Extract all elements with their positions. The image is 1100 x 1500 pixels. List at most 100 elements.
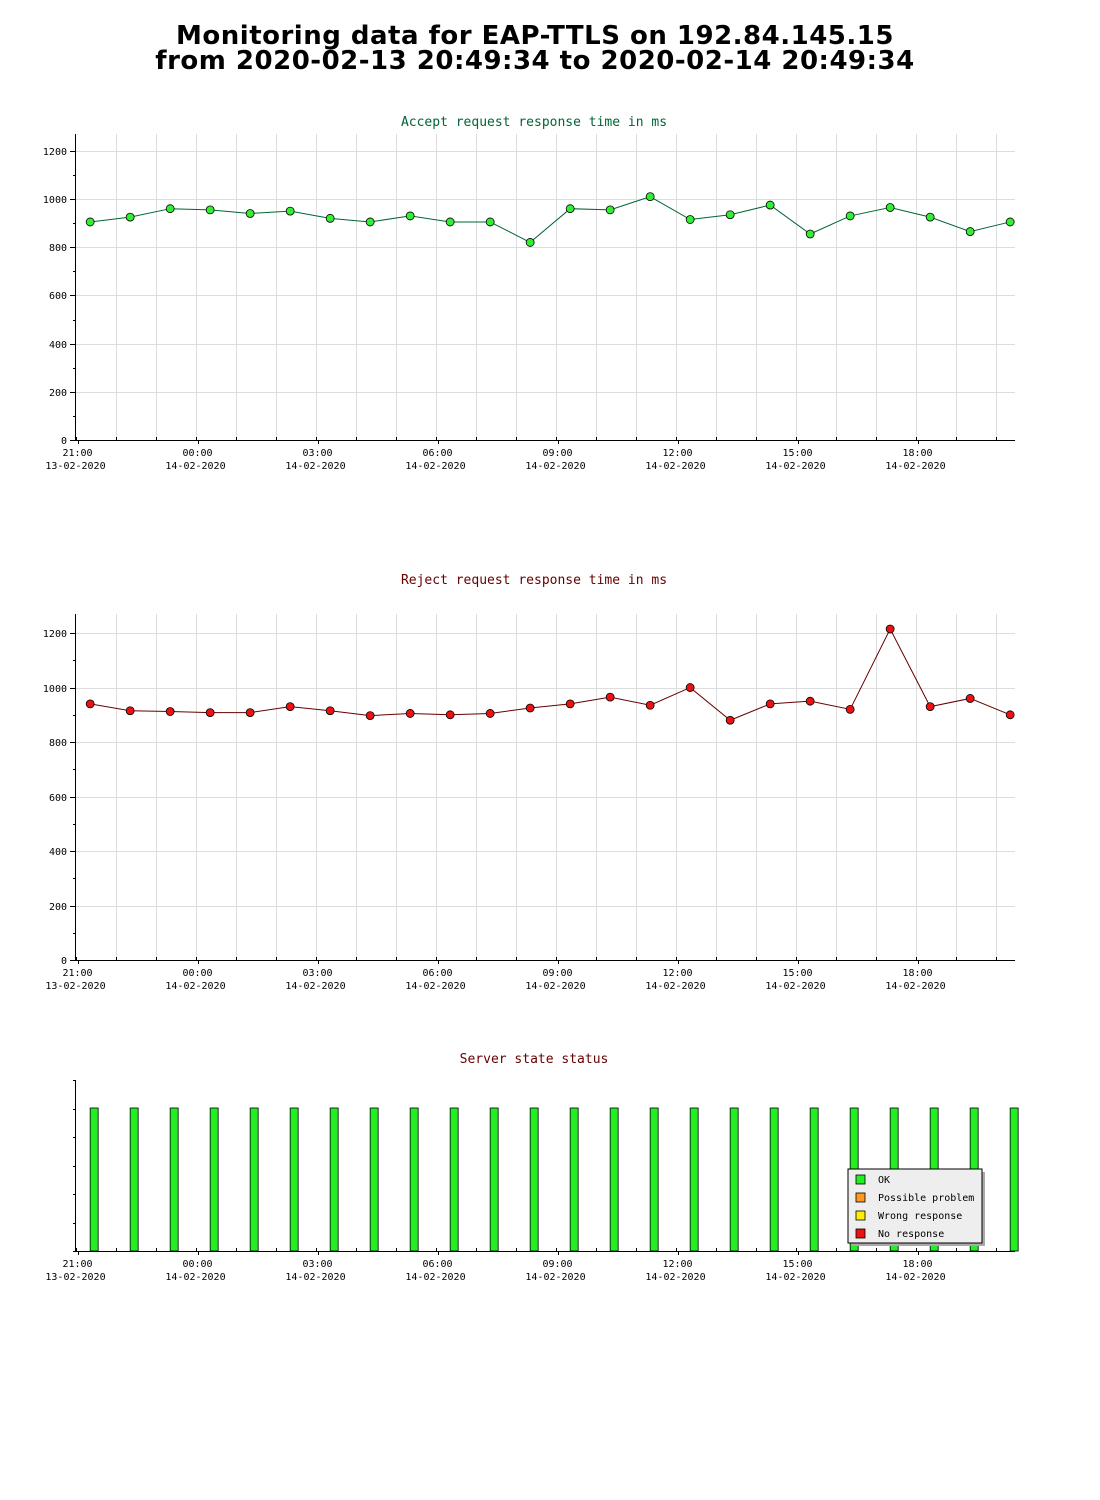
status-bar xyxy=(649,1107,659,1252)
x-tick-time: 00:00 xyxy=(182,448,212,459)
y-tick-label: 0 xyxy=(61,956,67,967)
x-tick-date: 14-02-2020 xyxy=(645,461,705,472)
x-tick-time: 18:00 xyxy=(902,1259,932,1270)
x-tick-date: 14-02-2020 xyxy=(525,461,585,472)
status-bar xyxy=(329,1107,339,1252)
y-tick-label: 1000 xyxy=(43,684,67,695)
legend-swatch xyxy=(855,1228,866,1239)
x-tick-date: 14-02-2020 xyxy=(285,981,345,992)
x-tick-time: 15:00 xyxy=(782,1259,812,1270)
x-tick-time: 03:00 xyxy=(302,968,332,979)
x-tick-date: 14-02-2020 xyxy=(525,1272,585,1283)
data-point xyxy=(765,200,775,210)
data-point xyxy=(285,206,295,216)
data-point xyxy=(85,699,95,709)
status-bar xyxy=(409,1107,419,1252)
x-tick-date: 14-02-2020 xyxy=(285,1272,345,1283)
x-tick-time: 18:00 xyxy=(902,968,932,979)
data-point xyxy=(685,215,695,224)
status-bar xyxy=(449,1107,459,1252)
data-point xyxy=(245,708,255,718)
data-point xyxy=(365,711,375,721)
status-bar xyxy=(569,1107,579,1252)
data-point xyxy=(165,204,175,214)
legend-label: Possible problem xyxy=(878,1193,974,1204)
y-tick-label: 800 xyxy=(49,243,67,254)
x-tick-date: 14-02-2020 xyxy=(645,1272,705,1283)
x-tick-date: 13-02-2020 xyxy=(45,981,105,992)
x-tick-date: 13-02-2020 xyxy=(45,1272,105,1283)
data-point xyxy=(325,213,335,223)
y-tick-label: 1200 xyxy=(43,629,67,640)
data-point xyxy=(525,238,535,247)
data-point xyxy=(85,217,95,227)
x-tick-time: 21:00 xyxy=(62,1259,92,1270)
legend-swatch xyxy=(855,1174,866,1185)
status-bar xyxy=(249,1107,259,1252)
page-title-line-1: Monitoring data for EAP-TTLS on 192.84.1… xyxy=(176,21,894,51)
series-line xyxy=(90,196,1011,244)
page-title-line-2: from 2020-02-13 20:49:34 to 2020-02-14 2… xyxy=(155,46,915,76)
data-point xyxy=(1005,217,1015,227)
data-point xyxy=(125,212,135,222)
y-tick-label: 400 xyxy=(49,340,67,351)
data-point xyxy=(205,708,215,718)
y-tick-label: 600 xyxy=(49,793,67,804)
data-point xyxy=(605,205,615,215)
x-tick-date: 14-02-2020 xyxy=(405,461,465,472)
status-bar xyxy=(729,1107,739,1252)
status-bar xyxy=(129,1107,139,1252)
data-point xyxy=(645,192,655,202)
data-point xyxy=(725,715,735,725)
series-line xyxy=(90,627,1011,721)
legend-label: Wrong response xyxy=(878,1211,962,1222)
data-point xyxy=(325,706,335,716)
x-tick-date: 14-02-2020 xyxy=(525,981,585,992)
x-tick-date: 14-02-2020 xyxy=(765,1272,825,1283)
x-tick-time: 18:00 xyxy=(902,448,932,459)
data-point xyxy=(965,694,975,703)
server-status-chart: Server state status 21:00 13-02-2020 00:00 1… xyxy=(45,1052,1019,1283)
y-tick-label: 1000 xyxy=(43,195,67,206)
data-point xyxy=(405,211,415,221)
reject-response-chart: Reject request response time in ms 0 200 40… xyxy=(43,573,1015,992)
status-bar xyxy=(609,1107,619,1252)
y-tick-label: 1200 xyxy=(43,147,67,158)
x-tick-time: 06:00 xyxy=(422,968,452,979)
x-tick-time: 12:00 xyxy=(662,1259,692,1270)
data-point xyxy=(805,696,815,706)
status-bar xyxy=(369,1107,379,1252)
status-bar xyxy=(689,1107,699,1252)
x-tick-time: 15:00 xyxy=(782,968,812,979)
page-title: Monitoring data for EAP-TTLS on 192.84.1… xyxy=(0,21,1070,76)
x-tick-date: 14-02-2020 xyxy=(405,981,465,992)
x-tick-time: 12:00 xyxy=(662,968,692,979)
legend-swatch xyxy=(855,1192,866,1203)
data-point xyxy=(405,709,415,718)
data-point xyxy=(205,205,215,215)
y-tick-label: 600 xyxy=(49,291,67,302)
data-point xyxy=(925,212,935,222)
data-point xyxy=(485,217,495,227)
data-point xyxy=(525,703,535,713)
status-bar xyxy=(489,1107,499,1252)
data-point xyxy=(245,209,255,218)
status-bar xyxy=(809,1107,819,1252)
x-tick-date: 14-02-2020 xyxy=(645,981,705,992)
y-tick-label: 0 xyxy=(61,436,67,447)
data-point xyxy=(765,699,775,709)
data-point xyxy=(365,217,375,227)
data-point xyxy=(805,229,815,239)
data-point xyxy=(845,704,855,714)
data-point xyxy=(1005,710,1015,720)
x-tick-date: 14-02-2020 xyxy=(765,461,825,472)
x-tick-date: 14-02-2020 xyxy=(405,1272,465,1283)
data-point xyxy=(445,710,455,720)
x-tick-date: 14-02-2020 xyxy=(885,1272,945,1283)
legend-box xyxy=(847,1168,983,1244)
chart-title: Reject request response time in ms xyxy=(401,573,667,588)
x-tick-time: 03:00 xyxy=(302,1259,332,1270)
x-tick-date: 14-02-2020 xyxy=(765,981,825,992)
x-tick-time: 09:00 xyxy=(542,968,572,979)
